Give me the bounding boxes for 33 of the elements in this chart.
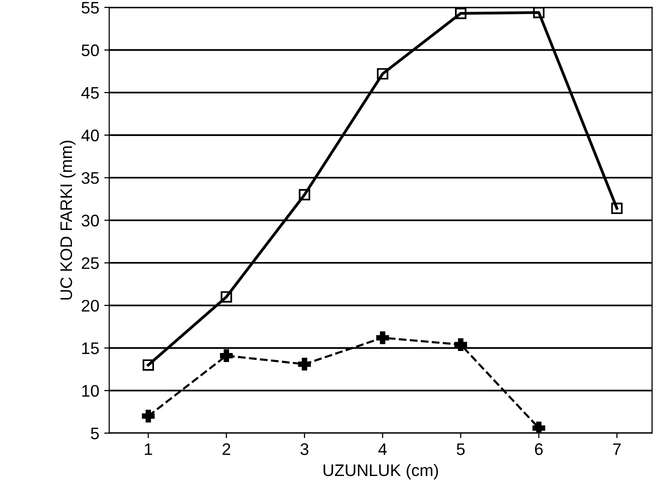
y-tick-label: 50: [82, 44, 99, 56]
y-tick-label: 25: [82, 257, 99, 270]
y-axis-title: UC KOD FARKI (mm): [60, 140, 76, 300]
point: [376, 331, 389, 344]
point: [376, 68, 388, 80]
x-tick-label: 5: [456, 443, 465, 456]
point: [533, 7, 545, 18]
point: [142, 410, 155, 422]
y-tick-label: 45: [81, 87, 99, 99]
y-tick-label: 10: [82, 384, 99, 397]
y-tick-label: 40: [81, 130, 99, 142]
x-tick-label: 7: [613, 443, 621, 455]
x-tick-label: 4: [378, 443, 387, 455]
y-tick-label: 30: [82, 214, 99, 226]
point: [611, 202, 623, 214]
point: [454, 338, 468, 351]
point: [298, 189, 310, 200]
point: [532, 422, 546, 434]
y-tick-label: 20: [82, 300, 99, 312]
x-tick-label: 3: [300, 443, 308, 456]
x-axis-title: UZUNLUK (cm): [324, 464, 438, 480]
point: [220, 349, 233, 362]
point: [220, 291, 232, 303]
point: [455, 8, 466, 20]
point: [142, 359, 154, 371]
x-tick-label: 6: [535, 443, 543, 456]
y-tick-label: 35: [82, 172, 99, 184]
x-tick-label: 2: [222, 443, 230, 455]
point: [298, 358, 311, 371]
y-tick-label: 15: [82, 342, 99, 354]
x-tick-label: 1: [144, 443, 152, 455]
y-tick-label: 55: [82, 2, 99, 14]
y-tick-label: 5: [90, 428, 99, 440]
